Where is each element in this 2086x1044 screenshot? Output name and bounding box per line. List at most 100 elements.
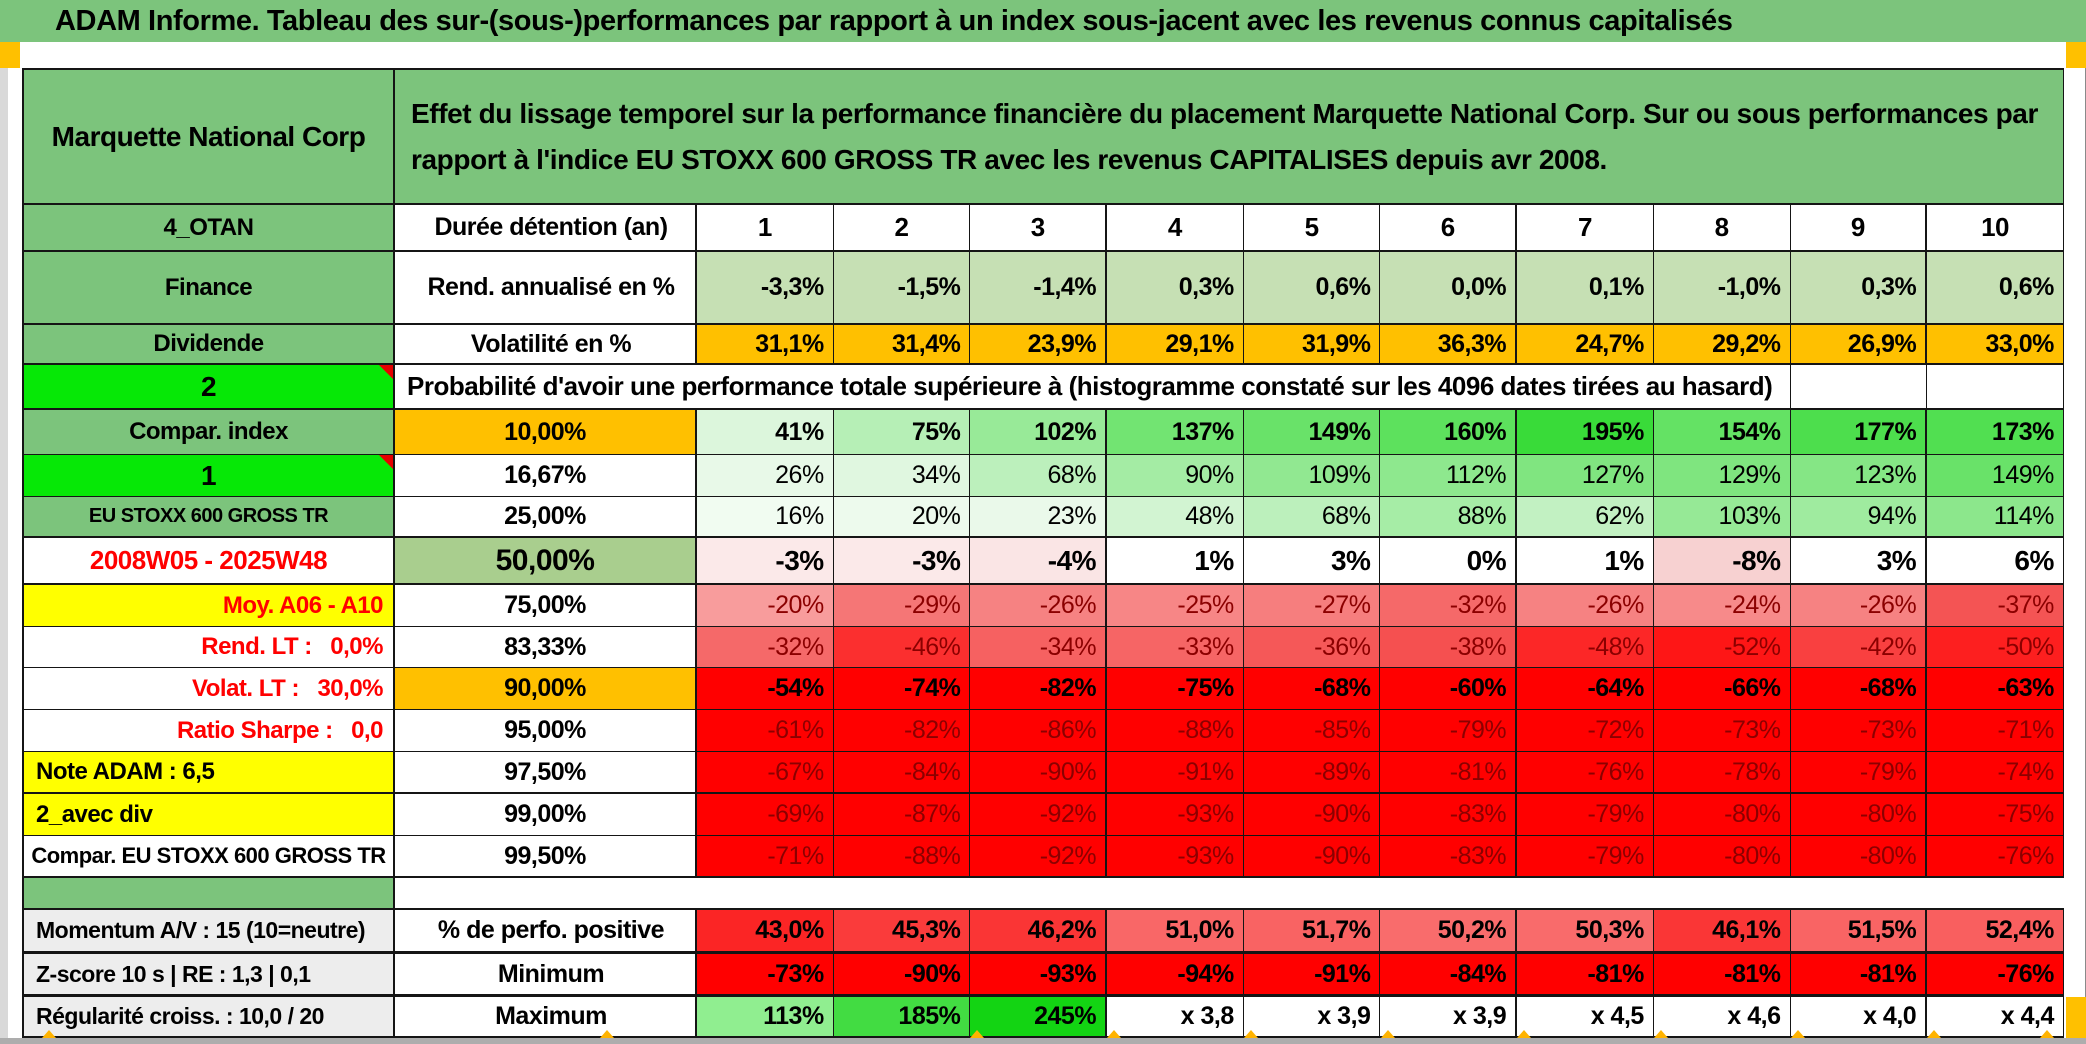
cell-p50-y2[interactable]: -3% [833,538,971,585]
cell-p75-y1[interactable]: -20% [697,585,834,627]
cell-p995-y5[interactable]: -90% [1243,836,1381,878]
cell-duree-y10[interactable]: 10 [1927,205,2064,252]
cell-p25-y2[interactable]: 20% [833,497,971,538]
cell-min-y7[interactable]: -81% [1517,952,1654,995]
cell-min-y2[interactable]: -90% [833,952,971,995]
row-label-p1667[interactable]: 1 [22,455,395,497]
col-b-p10[interactable]: 10,00% [395,410,697,455]
cell-p10-y3[interactable]: 102% [970,410,1108,455]
cell-min-y1[interactable]: -73% [697,952,834,995]
cell-mom-y2[interactable]: 45,3% [833,908,971,952]
cell-p975-y5[interactable]: -89% [1243,752,1381,794]
cell-p50-y4[interactable]: 1% [1107,538,1244,585]
cell-p75-y9[interactable]: -26% [1790,585,1928,627]
cell-volat-y10[interactable]: 33,0% [1927,325,2064,365]
cell-volat-y3[interactable]: 23,9% [970,325,1108,365]
cell-max-y2[interactable]: 185% [833,995,971,1038]
cell-p95-y7[interactable]: -72% [1517,710,1654,752]
empty-cell[interactable] [1790,365,1928,410]
cell-p10-y8[interactable]: 154% [1653,410,1791,455]
cell-p75-y3[interactable]: -26% [970,585,1108,627]
cell-mom-y7[interactable]: 50,3% [1517,908,1654,952]
cell-p95-y10[interactable]: -71% [1927,710,2064,752]
cell-mom-y6[interactable]: 50,2% [1380,908,1518,952]
cell-rend-y7[interactable]: 0,1% [1517,252,1654,325]
cell-duree-y3[interactable]: 3 [970,205,1108,252]
cell-p50-y8[interactable]: -8% [1653,538,1791,585]
cell-volat-y1[interactable]: 31,1% [697,325,834,365]
col-b-duree[interactable]: Durée détention (an) [395,205,697,252]
cell-p99-y2[interactable]: -87% [833,794,971,836]
col-b-min[interactable]: Minimum [395,952,697,995]
cell-duree-y1[interactable]: 1 [697,205,834,252]
cell-duree-y4[interactable]: 4 [1107,205,1244,252]
col-b-p8333[interactable]: 83,33% [395,627,697,668]
cell-p10-y10[interactable]: 173% [1927,410,2064,455]
cell-min-y3[interactable]: -93% [970,952,1108,995]
cell-max-y3[interactable]: 245% [970,995,1108,1038]
cell-p975-y10[interactable]: -74% [1927,752,2064,794]
cell-p975-y6[interactable]: -81% [1380,752,1518,794]
cell-duree-y6[interactable]: 6 [1380,205,1518,252]
cell-max-y1[interactable]: 113% [697,995,834,1038]
cell-p1667-y2[interactable]: 34% [833,455,971,497]
row-label-rend[interactable]: Finance [22,252,395,325]
cell-max-y8[interactable]: x 4,6 [1653,995,1791,1038]
cell-p99-y8[interactable]: -80% [1653,794,1791,836]
cell-p8333-y6[interactable]: -38% [1380,627,1518,668]
cell-mom-y4[interactable]: 51,0% [1107,908,1244,952]
cell-p75-y4[interactable]: -25% [1107,585,1244,627]
cell-max-y9[interactable]: x 4,0 [1790,995,1928,1038]
cell-p8333-y3[interactable]: -34% [970,627,1108,668]
cell-p995-y6[interactable]: -83% [1380,836,1518,878]
col-b-p995[interactable]: 99,50% [395,836,697,878]
cell-p1667-y9[interactable]: 123% [1790,455,1928,497]
cell-p10-y4[interactable]: 137% [1107,410,1244,455]
cell-mom-y8[interactable]: 46,1% [1653,908,1791,952]
cell-p25-y4[interactable]: 48% [1107,497,1244,538]
cell-p975-y4[interactable]: -91% [1107,752,1244,794]
cell-min-y8[interactable]: -81% [1653,952,1791,995]
cell-volat-y2[interactable]: 31,4% [833,325,971,365]
cell-rend-y4[interactable]: 0,3% [1107,252,1244,325]
cell-p95-y1[interactable]: -61% [697,710,834,752]
cell-p25-y5[interactable]: 68% [1243,497,1381,538]
row-label-proba[interactable]: 2 [22,365,395,410]
cell-min-y6[interactable]: -84% [1380,952,1518,995]
col-b-volat[interactable]: Volatilité en % [395,325,697,365]
cell-p50-y1[interactable]: -3% [697,538,834,585]
cell-rend-y8[interactable]: -1,0% [1653,252,1791,325]
cell-p1667-y1[interactable]: 26% [697,455,834,497]
cell-p95-y3[interactable]: -86% [970,710,1108,752]
cell-p10-y5[interactable]: 149% [1243,410,1381,455]
cell-p95-y9[interactable]: -73% [1790,710,1928,752]
col-b-p95[interactable]: 95,00% [395,710,697,752]
cell-p99-y1[interactable]: -69% [697,794,834,836]
cell-rend-y1[interactable]: -3,3% [697,252,834,325]
cell-p975-y1[interactable]: -67% [697,752,834,794]
row-label-p90[interactable]: Volat. LT : 30,0% [22,668,395,710]
cell-p75-y6[interactable]: -32% [1380,585,1518,627]
cell-p975-y3[interactable]: -90% [970,752,1108,794]
cell-rend-y10[interactable]: 0,6% [1927,252,2064,325]
row-label-p975[interactable]: Note ADAM : 6,5 [22,752,395,794]
cell-p50-y10[interactable]: 6% [1927,538,2064,585]
cell-p10-y6[interactable]: 160% [1380,410,1518,455]
col-b-rend[interactable]: Rend. annualisé en % [395,252,697,325]
cell-p90-y2[interactable]: -74% [833,668,971,710]
cell-min-y4[interactable]: -94% [1107,952,1244,995]
cell-min-y10[interactable]: -76% [1927,952,2064,995]
cell-mom-y10[interactable]: 52,4% [1927,908,2064,952]
cell-max-y5[interactable]: x 3,9 [1243,995,1381,1038]
cell-mom-y1[interactable]: 43,0% [697,908,834,952]
cell-p8333-y10[interactable]: -50% [1927,627,2064,668]
row-label-p99[interactable]: 2_avec div [22,794,395,836]
instrument-name-cell[interactable]: Marquette National Corp [22,68,395,205]
empty-cell[interactable] [1927,365,2064,410]
col-b-p25[interactable]: 25,00% [395,497,697,538]
cell-p99-y6[interactable]: -83% [1380,794,1518,836]
cell-p50-y9[interactable]: 3% [1790,538,1928,585]
cell-p99-y9[interactable]: -80% [1790,794,1928,836]
cell-p25-y8[interactable]: 103% [1653,497,1791,538]
cell-p99-y4[interactable]: -93% [1107,794,1244,836]
